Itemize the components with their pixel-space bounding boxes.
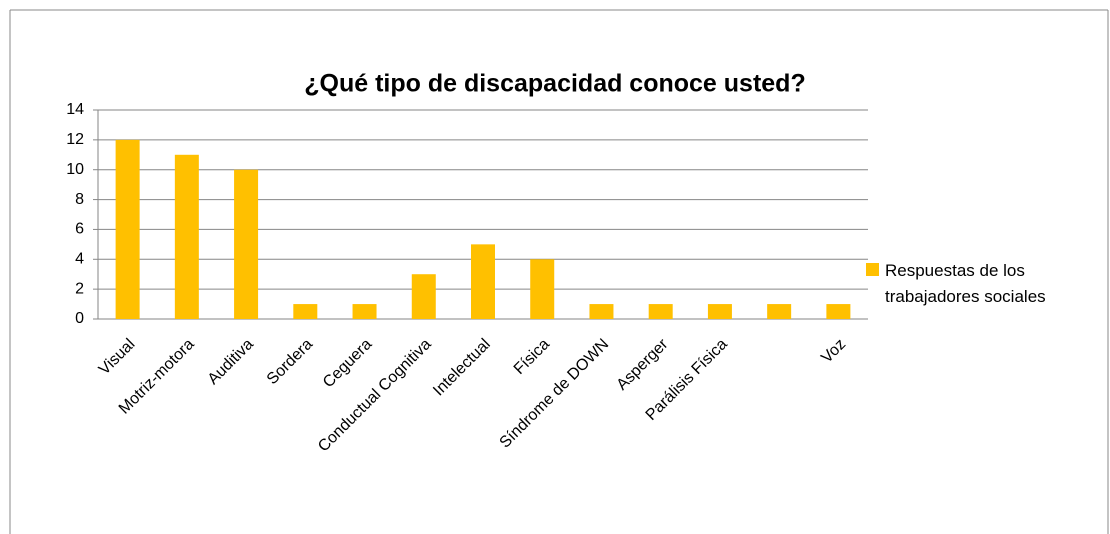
bar [115,139,140,319]
x-tick-label: Intelectual [430,336,494,400]
bar [530,259,555,319]
bar [471,244,495,319]
bar [767,304,792,319]
bar [352,304,377,319]
bar [234,169,259,319]
bar [826,304,851,319]
legend-label: Respuestas de los trabajadores sociales [885,261,1046,306]
x-tick-label: Física [511,336,553,378]
bar [411,274,436,319]
x-tick-label: Síndrome de DOWN [497,336,613,452]
bar [707,304,732,319]
x-tick-label: Sordera [264,336,316,388]
y-tick-label: 12 [66,131,84,148]
legend-swatch [866,263,879,276]
bar [589,304,614,319]
y-tick-label: 8 [75,191,84,208]
x-tick-label: Voz [818,336,849,367]
y-tick-label: 6 [75,221,84,238]
bar [293,304,318,319]
y-tick-label: 4 [75,251,84,268]
y-tick-label: 14 [66,101,84,118]
y-tick-label: 2 [75,280,84,297]
x-tick-label: Asperger [614,335,672,393]
x-tick-label: Visual [96,336,139,379]
chart-title: ¿Qué tipo de discapacidad conoce usted? [304,70,805,98]
bar [174,154,199,319]
x-tick-label: Auditiva [205,336,257,388]
y-tick-label: 10 [66,161,84,178]
y-tick-label: 0 [75,310,84,327]
x-tick-label: Conductual Cognitiva [315,336,435,456]
x-tick-label: Ceguera [320,336,375,391]
bar [648,304,673,319]
